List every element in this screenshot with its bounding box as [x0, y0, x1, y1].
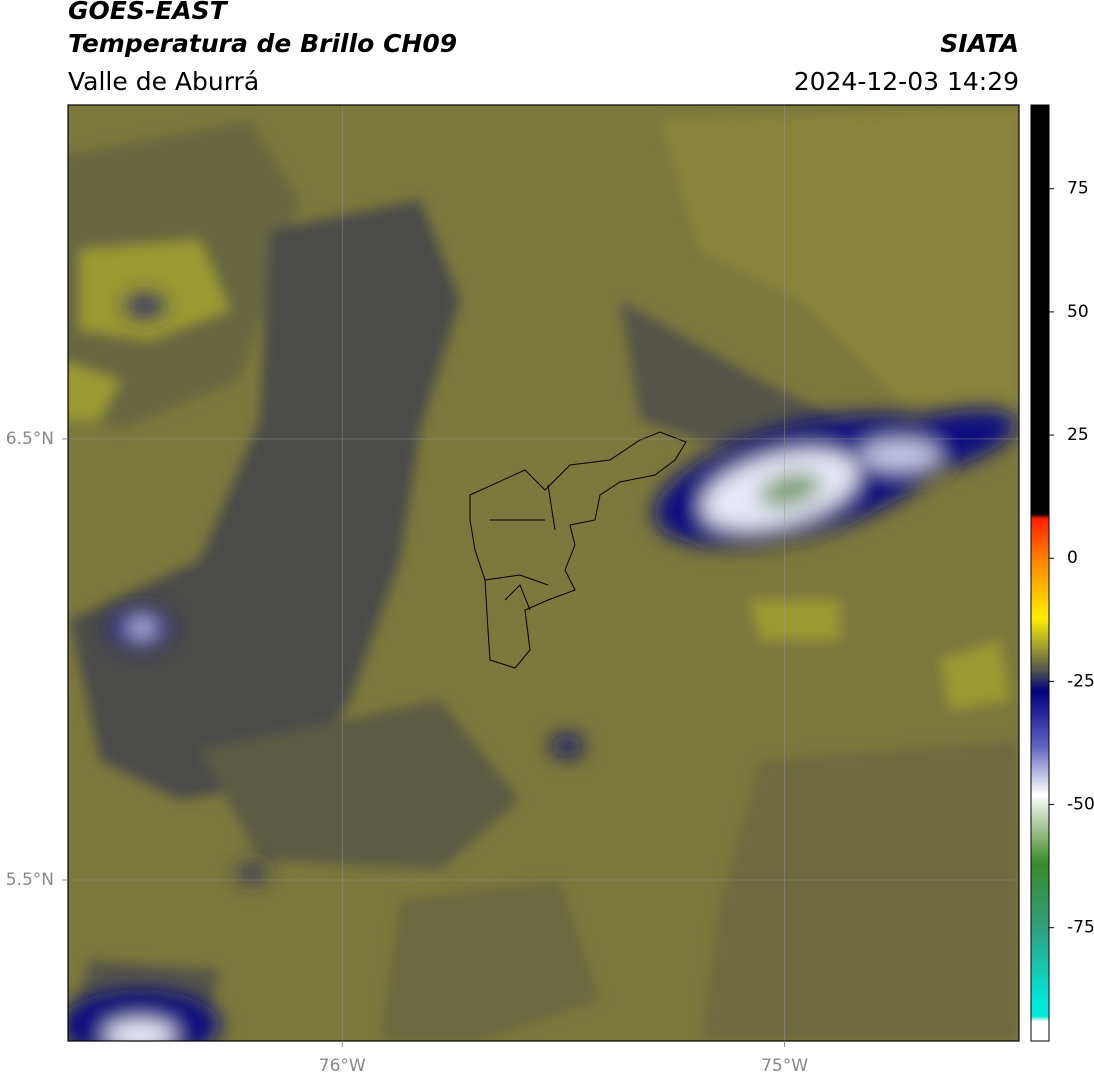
map-frame [67, 104, 1020, 1042]
colorbar-tick-label: -75 [1067, 918, 1094, 938]
y-tick-label: 6.5°N [6, 429, 54, 449]
y-tick-label: 5.5°N [6, 870, 54, 890]
colorbar-tick-label: -25 [1067, 671, 1094, 691]
colorbar [1030, 104, 1050, 1042]
x-tick-label: 75°W [761, 1056, 808, 1076]
title: GOES-EAST [68, 0, 229, 25]
colorbar-tick-label: 25 [1067, 425, 1089, 445]
colorbar-tick-label: 50 [1067, 302, 1089, 322]
subtitle: Temperatura de Brillo CH09 [68, 29, 457, 58]
colorbar-tick-label: 0 [1067, 548, 1078, 568]
map-image [68, 105, 1019, 1041]
source: SIATA [940, 29, 1019, 58]
municipality-outline [469, 431, 687, 669]
x-tick-label: 76°W [319, 1056, 366, 1076]
grid [68, 105, 1019, 1041]
colorbar-tick-label: 75 [1067, 179, 1089, 199]
colorbar-tick-label: -50 [1067, 795, 1094, 815]
datetime: 2024-12-03 14:29 [794, 67, 1019, 96]
region: Valle de Aburrá [68, 67, 259, 96]
